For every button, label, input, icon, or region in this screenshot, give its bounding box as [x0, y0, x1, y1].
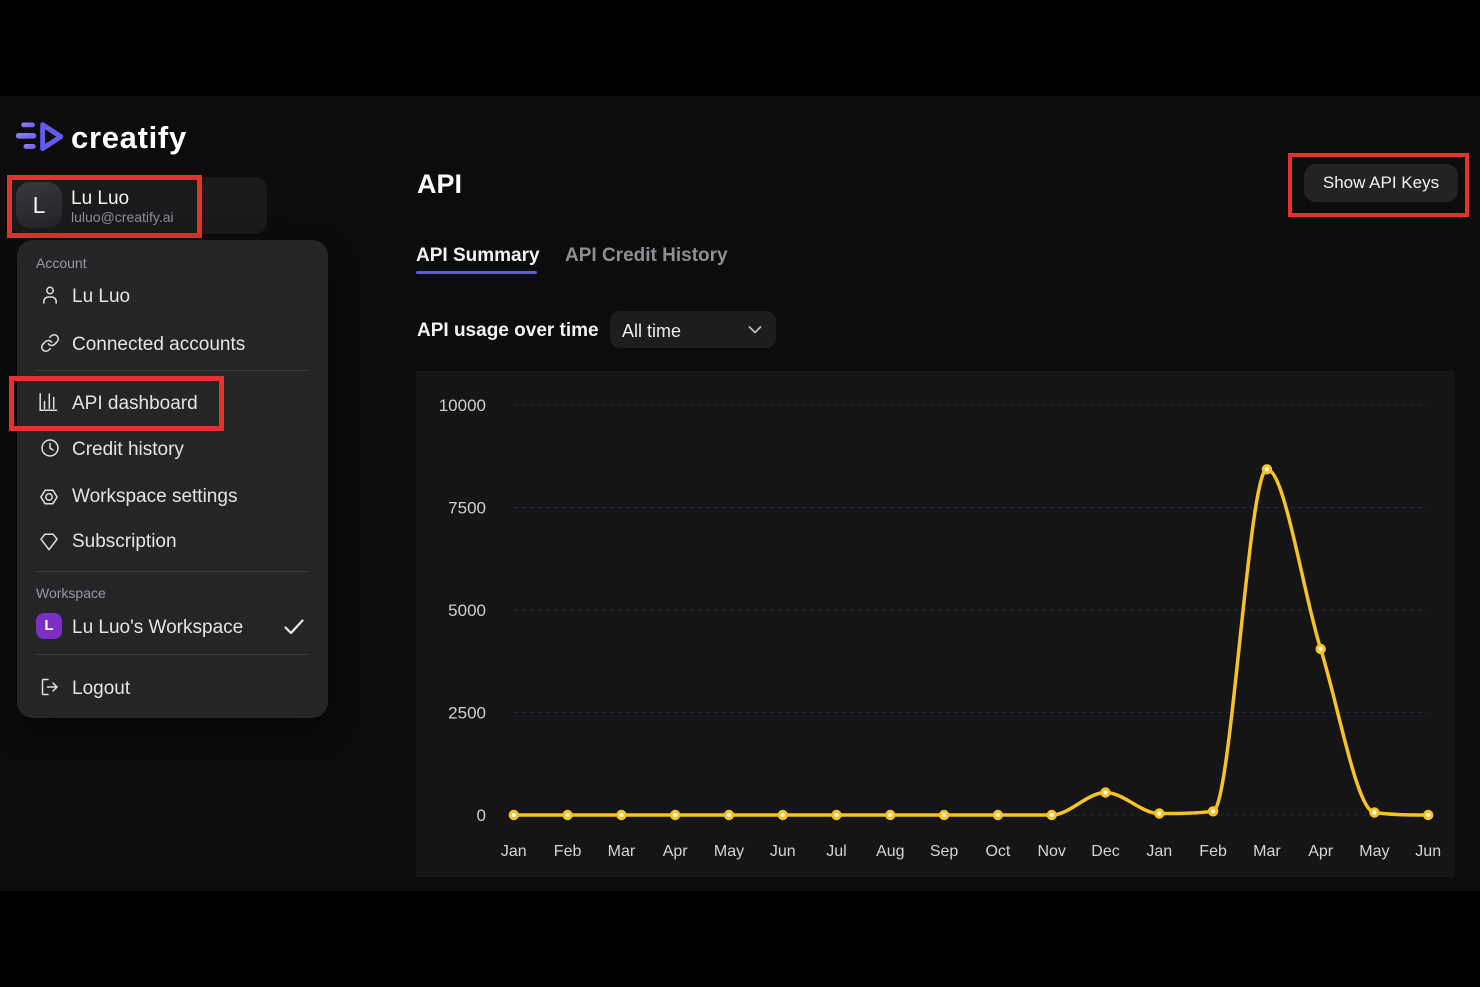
- svg-text:Dec: Dec: [1091, 843, 1119, 860]
- svg-text:Jul: Jul: [826, 843, 846, 860]
- svg-text:Oct: Oct: [985, 843, 1010, 860]
- svg-text:Aug: Aug: [876, 843, 904, 860]
- svg-text:Mar: Mar: [1253, 843, 1281, 860]
- svg-text:Jan: Jan: [1146, 843, 1172, 860]
- svg-text:7500: 7500: [448, 499, 486, 518]
- svg-text:Jan: Jan: [501, 843, 527, 860]
- svg-text:2500: 2500: [448, 704, 486, 723]
- svg-text:10000: 10000: [439, 396, 486, 415]
- svg-text:Apr: Apr: [663, 843, 689, 860]
- svg-text:Nov: Nov: [1037, 843, 1065, 860]
- svg-text:Sep: Sep: [930, 843, 959, 860]
- svg-text:May: May: [1359, 843, 1389, 860]
- svg-text:Apr: Apr: [1308, 843, 1334, 860]
- svg-text:Jun: Jun: [770, 843, 796, 860]
- svg-text:0: 0: [477, 806, 486, 825]
- svg-text:Jun: Jun: [1415, 843, 1441, 860]
- svg-text:5000: 5000: [448, 601, 486, 620]
- svg-text:Feb: Feb: [1199, 843, 1227, 860]
- svg-text:May: May: [714, 843, 744, 860]
- svg-text:Feb: Feb: [554, 843, 582, 860]
- svg-text:Mar: Mar: [608, 843, 636, 860]
